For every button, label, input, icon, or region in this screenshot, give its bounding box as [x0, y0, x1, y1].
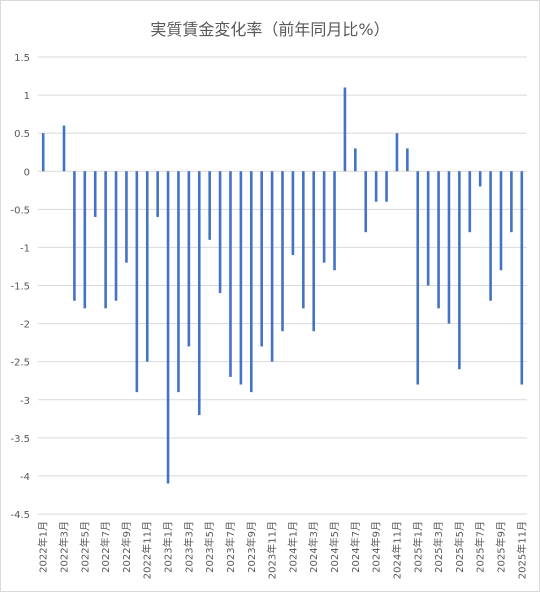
- bar: [135, 171, 139, 393]
- x-tick-label: 2022年7月: [99, 521, 112, 573]
- bar: [104, 171, 107, 309]
- x-tick-label: 2023年3月: [182, 521, 195, 573]
- bar: [520, 171, 524, 385]
- x-tick-label: 2022年5月: [78, 521, 91, 573]
- bar: [260, 171, 263, 347]
- x-tick-label: 2022年1月: [37, 521, 50, 573]
- y-tick-label: -0.5: [10, 205, 30, 216]
- bar: [302, 171, 305, 309]
- x-tick-label: 2025年1月: [411, 521, 424, 573]
- bar: [249, 171, 253, 393]
- bar: [395, 133, 399, 172]
- x-tick-label: 2023年7月: [224, 521, 237, 573]
- x-tick-label: 2024年3月: [307, 521, 320, 573]
- bar: [406, 148, 409, 172]
- bar: [93, 171, 97, 217]
- y-tick-label: -1: [20, 243, 30, 254]
- x-tick-label: 2025年11月: [515, 521, 528, 579]
- x-tick-label: 2024年7月: [349, 521, 362, 573]
- chart-title: 実質賃金変化率（前年同月比%）: [150, 20, 390, 39]
- x-tick-label: 2023年9月: [245, 521, 258, 573]
- bar: [41, 133, 45, 172]
- x-tick-label: 2023年5月: [203, 521, 216, 573]
- bar: [322, 171, 326, 263]
- x-tick-label: 2024年9月: [370, 521, 383, 573]
- bar: [291, 171, 295, 256]
- bar: [114, 171, 118, 301]
- x-tick-label: 2025年7月: [474, 521, 487, 573]
- x-tick-label: 2024年5月: [328, 521, 341, 573]
- y-tick-label: -3.5: [10, 434, 30, 445]
- y-tick-label: 0.5: [14, 129, 30, 140]
- bar: [426, 171, 430, 286]
- bar: [312, 171, 316, 332]
- bar: [437, 171, 440, 309]
- x-tick-label: 2025年5月: [453, 521, 466, 573]
- x-tick-label: 2025年9月: [494, 521, 507, 573]
- y-tick-label: -3: [20, 396, 30, 407]
- y-tick-label: -1.5: [10, 282, 30, 293]
- bar: [197, 171, 201, 415]
- bar: [354, 148, 357, 172]
- y-tick-label: -2.5: [10, 358, 30, 369]
- bar: [83, 171, 87, 309]
- bar: [343, 87, 347, 172]
- x-tick-label: 2023年11月: [266, 521, 279, 579]
- bar: [489, 171, 492, 301]
- bar: [218, 171, 222, 294]
- bar: [510, 171, 513, 233]
- y-tick-label: -2: [20, 320, 30, 331]
- bar: [229, 171, 232, 377]
- bar: [385, 171, 388, 202]
- x-tick-label: 2024年1月: [286, 521, 299, 573]
- bar: [416, 171, 420, 385]
- bar: [447, 171, 451, 324]
- bar: [166, 171, 170, 484]
- x-tick-label: 2023年1月: [162, 521, 175, 573]
- y-tick-label: 1.5: [14, 53, 30, 64]
- bar: [177, 171, 180, 393]
- x-tick-label: 2022年3月: [58, 521, 71, 573]
- bar: [145, 171, 149, 362]
- y-tick-label: 1: [24, 91, 30, 102]
- bar: [62, 125, 66, 172]
- bar: [333, 171, 336, 271]
- bar: [270, 171, 274, 362]
- bar: [458, 171, 461, 370]
- bar: [499, 171, 503, 271]
- x-tick-label: 2024年11月: [390, 521, 403, 579]
- bar: [281, 171, 284, 332]
- bar: [364, 171, 368, 233]
- bar: [125, 171, 128, 263]
- bar: [468, 171, 472, 233]
- bar: [73, 171, 76, 301]
- x-tick-label: 2022年9月: [120, 521, 133, 573]
- bar: [478, 171, 482, 187]
- y-tick-label: 0: [24, 167, 30, 178]
- bar: [239, 171, 243, 385]
- x-tick-label: 2025年3月: [432, 521, 445, 573]
- bar: [156, 171, 159, 217]
- y-tick-label: -4: [20, 472, 30, 483]
- y-tick-label: -4.5: [10, 510, 30, 521]
- bar: [374, 171, 378, 202]
- bar: [187, 171, 191, 347]
- bar: [208, 171, 211, 240]
- x-tick-label: 2022年11月: [141, 521, 154, 579]
